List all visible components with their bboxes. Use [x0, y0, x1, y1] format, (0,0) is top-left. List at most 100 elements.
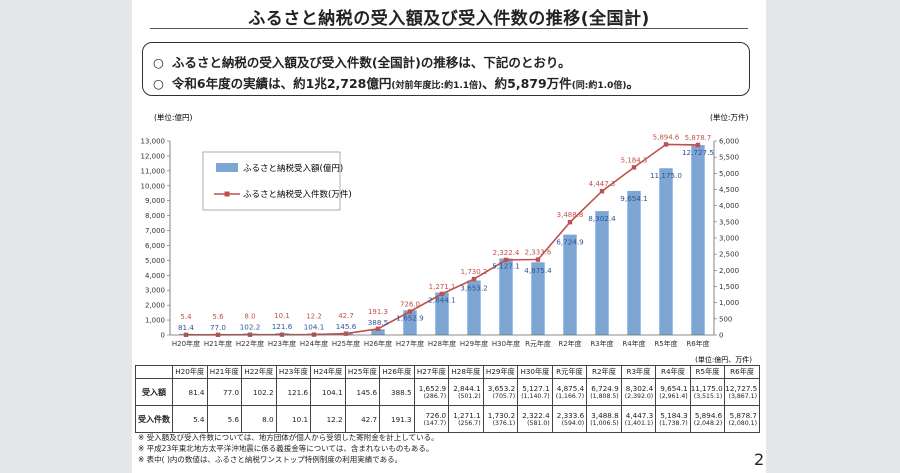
- amount-value: 1,652.9: [418, 384, 447, 393]
- amount-value: 11,175.0: [690, 384, 723, 393]
- slide: ふるさと納税の受入額及び受入件数の推移(全国計) ○ ふるさと納税の受入額及び受入…: [132, 0, 766, 473]
- table-cell-amount: 145.6: [344, 378, 381, 406]
- line-point: [343, 331, 349, 336]
- bar-data-label: 81.4: [178, 323, 194, 332]
- table-cell-amount: 121.6: [275, 378, 312, 406]
- count-onestop-value: (581.0): [527, 420, 550, 427]
- summary-text-2d: (同:約1.0倍): [571, 81, 627, 91]
- title-underline: [150, 28, 748, 29]
- amount-value: 145.6: [356, 387, 378, 397]
- right-tick-label: 1,500: [719, 283, 739, 291]
- bar: [531, 262, 545, 335]
- count-onestop-value: (1,401.1): [624, 420, 654, 427]
- amount-value: 6,724.9: [591, 384, 619, 393]
- bar-data-label: 4,875.4: [524, 266, 552, 275]
- count-value: 5,894.6: [694, 411, 723, 420]
- line-point: [407, 309, 413, 314]
- count-value: 2,322.4: [522, 411, 550, 420]
- x-tick-label: H25年度: [332, 339, 360, 348]
- legend-line-label: ふるさと納税受入件数(万件): [243, 189, 352, 200]
- left-axis-unit: (単位:億円): [154, 112, 192, 122]
- slide-title: ふるさと納税の受入額及び受入件数の推移(全国計): [248, 9, 650, 29]
- table-cell-amount: 4,875.4 (1,166.7): [551, 378, 588, 406]
- right-tick-label: 2,500: [719, 251, 739, 259]
- amount-value: 2,844.1: [453, 384, 481, 393]
- table-cell-count: 2,322.4 (581.0): [517, 405, 553, 433]
- table-cell-count: 1,271.1 (256.7): [448, 405, 484, 433]
- count-value: 5.4: [193, 414, 205, 424]
- right-tick-label: 0: [719, 332, 723, 340]
- line-point: [375, 326, 381, 332]
- legend-box: [202, 151, 341, 211]
- table-header-cell: H22年度: [241, 365, 277, 379]
- left-tick-label: 7,000: [145, 227, 165, 235]
- page-number: 2: [754, 450, 765, 469]
- bar-data-label: 121.6: [272, 322, 293, 331]
- bar-data-label: 145.6: [336, 322, 357, 331]
- x-tick-label: H26年度: [364, 339, 392, 348]
- line-data-label: 726.0: [400, 301, 420, 309]
- footnote-2: ※ 平成23年東北地方太平洋沖地震に係る義援金等については、含まれないものもある…: [138, 444, 434, 453]
- table-header-cell: H30年度: [517, 365, 553, 379]
- x-tick-label: R3年度: [590, 339, 613, 348]
- amount-value: 3,653.2: [487, 384, 516, 393]
- table-cell-count: 5,184.3 (1,738.7): [655, 405, 691, 433]
- left-tick-label: 3,000: [145, 287, 165, 295]
- table-header-row: H20年度 H21年度 H22年度 H23年度 H24年度 H25年度 H26年度 H27年度…: [135, 365, 760, 379]
- line-data-label: 1,271.1: [429, 283, 456, 291]
- amount-value: 4,875.4: [556, 384, 585, 393]
- bar-data-label: 3,653.2: [460, 283, 487, 292]
- table-row-amount: 受入額 81.4 77.0 102.2 121.6 104.1 145.6 388.5 1,6…: [135, 378, 760, 406]
- amount-onestop-value: (286.7): [423, 393, 447, 400]
- table-cell-amount: 1,652.9 (286.7): [413, 378, 450, 406]
- left-tick-label: 10,000: [141, 182, 166, 190]
- count-value: 5,184.3: [660, 411, 688, 420]
- line-point: [439, 291, 445, 297]
- bars-layer: [179, 145, 705, 335]
- line-data-label: 1,730.2: [461, 268, 488, 276]
- count-value: 2,333.6: [556, 411, 585, 420]
- amount-value: 8,302.4: [625, 384, 654, 393]
- table-cell-count: 4,447.3 (1,401.1): [620, 405, 657, 433]
- amount-value: 5,127.1: [522, 384, 550, 393]
- amount-value: 12,727.5: [725, 384, 758, 393]
- line-data-label: 5,894.6: [653, 133, 680, 141]
- line-data-label: 5.4: [180, 313, 192, 321]
- x-tick-label: H29年度: [460, 339, 488, 348]
- table-cell-count: 42.7: [344, 405, 381, 433]
- table-corner: [135, 365, 173, 379]
- count-value: 5,878.7: [729, 411, 757, 420]
- count-value: 4,447.3: [625, 411, 654, 420]
- amount-onestop-value: (3,515.1): [693, 393, 723, 400]
- line-data-label: 5,184.3: [621, 156, 648, 164]
- bar-data-label: 102.2: [240, 322, 261, 331]
- table-cell-count: 191.3: [379, 405, 415, 433]
- left-tick-label: 9,000: [145, 197, 165, 205]
- table-header-cell: R6年度: [724, 365, 760, 379]
- line-data-label: 3,488.8: [557, 211, 584, 219]
- bar-data-label: 1,652.9: [396, 313, 424, 322]
- unit-note: (単位:億円、万件): [695, 355, 752, 364]
- x-tick-label: R6年度: [686, 339, 709, 348]
- data-table: H20年度 H21年度 H22年度 H23年度 H24年度 H25年度 H26年度 H27年度…: [135, 365, 760, 433]
- bar-data-label: 8,302.4: [588, 214, 616, 223]
- x-tick-label: H22年度: [236, 339, 264, 348]
- x-tick-label: R2年度: [558, 339, 581, 348]
- table-row-count: 受入件数 5.4 5.6 8.0 10.1 12.2 42.7 191.3 726.0 (147…: [135, 405, 760, 433]
- footnotes: ※ 受入額及び受入件数については、地方団体が個人から受領した寄附金を計上している…: [138, 432, 439, 465]
- amount-value: 104.1: [322, 387, 343, 397]
- bar-data-label: 6,724.9: [556, 238, 584, 247]
- amount-onestop-value: (1,808.5): [590, 393, 619, 400]
- table-cell-count: 5,878.7 (2,080.1): [724, 405, 760, 433]
- amount-onestop-value: (1,166.7): [555, 393, 585, 400]
- table-cell-count: 8.0: [241, 405, 277, 433]
- bar: [403, 310, 417, 335]
- left-tick-label: 6,000: [145, 242, 165, 250]
- table-header-cell: H23年度: [275, 365, 312, 379]
- line-point: [631, 165, 637, 170]
- bar-data-label: 388.5: [368, 318, 389, 327]
- x-tick-label: H21年度: [204, 339, 232, 348]
- table-cell-count: 1,730.2 (376.1): [482, 405, 519, 433]
- legend-bar-swatch: [216, 163, 238, 172]
- summary-text-2c: 、約5,879万件: [482, 76, 572, 91]
